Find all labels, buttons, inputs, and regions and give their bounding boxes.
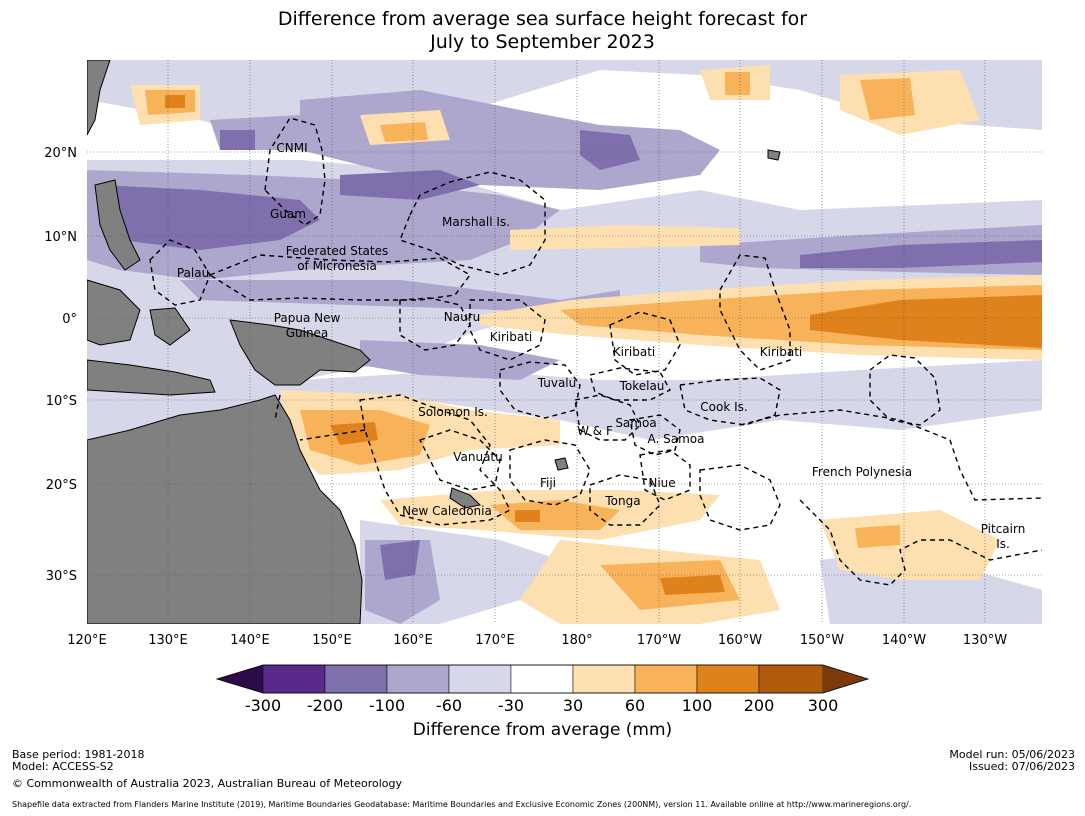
eez-boundaries <box>149 117 1043 586</box>
label-pitcairn-2: Is. <box>996 537 1010 551</box>
lon-tick: 170°W <box>637 633 681 648</box>
colorbar-segment <box>324 664 388 694</box>
label-kiribati-e: Kiribati <box>760 345 802 359</box>
model-name: Model: ACCESS-S2 <box>12 760 114 773</box>
colorbar-label: -200 <box>307 696 343 715</box>
lon-tick: 160°W <box>718 633 762 648</box>
colorbar-label: -30 <box>498 696 524 715</box>
colorbar-extend-high <box>823 665 868 693</box>
lat-tick: 0° <box>62 312 77 327</box>
label-palau: Palau <box>177 266 209 280</box>
base-period: Base period: 1981-2018 <box>12 748 145 761</box>
lon-tick: 130°E <box>148 633 188 648</box>
label-png-1: Papua New <box>274 311 341 325</box>
colorbar-label: 200 <box>744 696 775 715</box>
lon-tick: 150°E <box>312 633 352 648</box>
label-wf: W & F <box>577 424 613 438</box>
lon-tick: 120°E <box>67 633 107 648</box>
label-french-polynesia: French Polynesia <box>812 465 912 479</box>
lon-tick: 140°W <box>882 633 926 648</box>
label-niue: Niue <box>648 476 675 490</box>
shapefile-credit: Shapefile data extracted from Flanders M… <box>12 800 912 809</box>
lat-tick: 20°N <box>44 146 77 161</box>
colorbar: -300 -200 -100 -60 -30 30 60 100 200 300 <box>215 664 870 715</box>
colorbar-label: 300 <box>808 696 839 715</box>
anomaly-field <box>87 60 1042 624</box>
lon-tick-labels: 120°E 130°E 140°E 150°E 160°E 170°E 180°… <box>67 633 1007 648</box>
colorbar-extend-low <box>217 665 263 693</box>
label-kiribati-c: Kiribati <box>613 345 655 359</box>
label-fiji: Fiji <box>540 476 556 490</box>
colorbar-segment <box>262 664 326 694</box>
colorbar-segment <box>572 664 636 694</box>
lon-tick: 160°E <box>393 633 433 648</box>
lon-tick: 180° <box>561 633 592 648</box>
region-labels: CNMI Guam Marshall Is. Federated States … <box>177 141 1025 551</box>
colorbar-segment <box>634 664 698 694</box>
colorbar-segment <box>758 664 824 694</box>
lat-tick: 20°S <box>46 478 77 493</box>
colorbar-segment <box>386 664 450 694</box>
label-pitcairn-1: Pitcairn <box>981 522 1026 536</box>
lat-tick: 10°N <box>44 230 77 245</box>
label-png-2: Guinea <box>286 326 329 340</box>
label-marshall: Marshall Is. <box>442 215 510 229</box>
label-new-caledonia: New Caledonia <box>402 504 492 518</box>
map-title-line1: Difference from average sea surface heig… <box>277 8 808 30</box>
lat-tick-labels: 20°N 10°N 0° 10°S 20°S 30°S <box>44 146 77 584</box>
label-cnmi: CNMI <box>276 141 307 155</box>
label-solomon: Solomon Is. <box>418 405 488 419</box>
colorbar-label: 60 <box>625 696 645 715</box>
land <box>87 60 781 624</box>
label-fsm-2: of Micronesia <box>297 259 377 273</box>
colorbar-label: -100 <box>369 696 405 715</box>
colorbar-segment <box>448 664 512 694</box>
colorbar-segment <box>510 664 574 694</box>
label-samoa: Samoa <box>615 416 656 430</box>
colorbar-segment <box>696 664 760 694</box>
colorbar-label: 30 <box>563 696 583 715</box>
colorbar-label: 100 <box>682 696 713 715</box>
lat-tick: 10°S <box>46 394 77 409</box>
model-run: Model run: 05/06/2023 <box>949 748 1075 761</box>
label-cook: Cook Is. <box>700 400 747 414</box>
label-guam: Guam <box>270 207 306 221</box>
colorbar-title: Difference from average (mm) <box>412 720 673 740</box>
copyright: © Commonwealth of Australia 2023, Austra… <box>12 777 402 790</box>
colorbar-label: -300 <box>245 696 281 715</box>
graticule <box>87 60 1042 624</box>
issued-date: Issued: 07/06/2023 <box>968 760 1075 773</box>
lon-tick: 170°E <box>475 633 515 648</box>
label-tuvalu: Tuvalu <box>537 376 577 390</box>
lon-tick: 150°W <box>800 633 844 648</box>
lon-tick: 140°E <box>230 633 270 648</box>
lat-tick: 30°S <box>46 569 77 584</box>
label-asamoa: A. Samoa <box>648 432 705 446</box>
label-fsm-1: Federated States <box>286 244 388 258</box>
colorbar-label: -60 <box>436 696 462 715</box>
label-tonga: Tonga <box>604 494 640 508</box>
lon-tick: 130°W <box>963 633 1007 648</box>
label-tokelau: Tokelau <box>619 379 665 393</box>
map-title-line2: July to September 2023 <box>430 31 655 53</box>
label-nauru: Nauru <box>444 310 480 324</box>
label-vanuatu: Vanuatu <box>453 450 503 464</box>
label-kiribati-w: Kiribati <box>490 330 532 344</box>
